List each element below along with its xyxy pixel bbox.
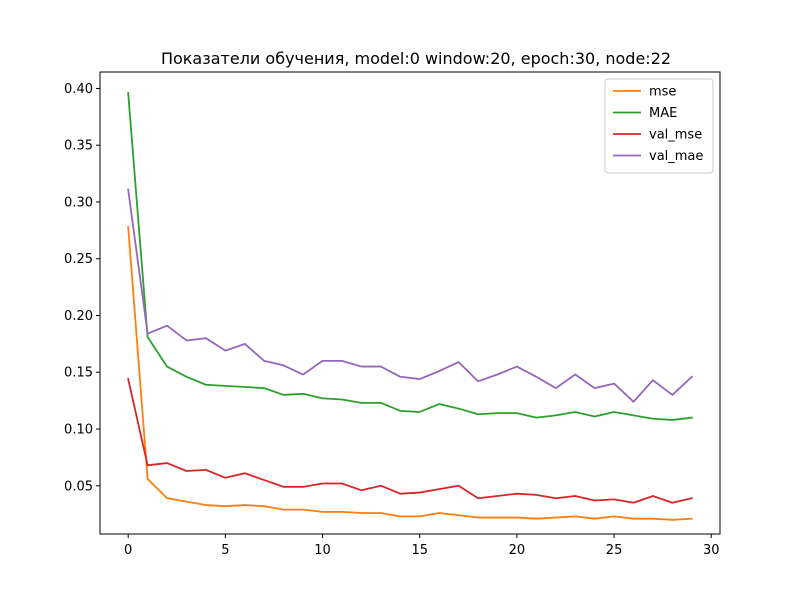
x-tick-label: 10 [314, 543, 331, 558]
series-layer [127, 92, 694, 521]
legend-label: mse [649, 85, 676, 100]
y-tick-label: 0.35 [64, 139, 93, 154]
series-line-mae [127, 92, 693, 421]
y-tick-label: 0.15 [64, 366, 93, 381]
plot-frame [99, 71, 721, 535]
x-tick-label: 5 [221, 543, 229, 558]
x-tick-label: 0 [124, 543, 132, 558]
legend-label: val_mae [649, 149, 703, 164]
y-tick-label: 0.25 [64, 252, 93, 267]
legend-box [604, 78, 714, 174]
y-tick-label: 0.10 [64, 423, 93, 438]
x-tick-label: 30 [703, 543, 720, 558]
series-line-val-mse [127, 377, 693, 504]
y-tick-label: 0.30 [64, 195, 93, 210]
legend-label: val_mse [649, 128, 702, 143]
chart-title: Показатели обучения, model:0 window:20, … [161, 49, 671, 68]
y-tick-label: 0.40 [64, 82, 93, 97]
y-tick-label: 0.05 [64, 479, 93, 494]
x-tick-label: 15 [411, 543, 428, 558]
series-line-val-mae [127, 188, 694, 403]
x-axis: 0 5 10 15 20 25 30 [124, 534, 720, 558]
series-line-mse [127, 225, 693, 521]
x-tick-label: 25 [606, 543, 623, 558]
x-tick-label: 20 [509, 543, 526, 558]
legend-label: MAE [649, 106, 677, 121]
y-tick-label: 0.20 [64, 309, 93, 324]
legend: mse MAE val_mse val_mae [604, 78, 714, 174]
y-axis: 0.05 0.10 0.15 0.20 0.25 0.30 0.35 0.40 [64, 82, 100, 494]
